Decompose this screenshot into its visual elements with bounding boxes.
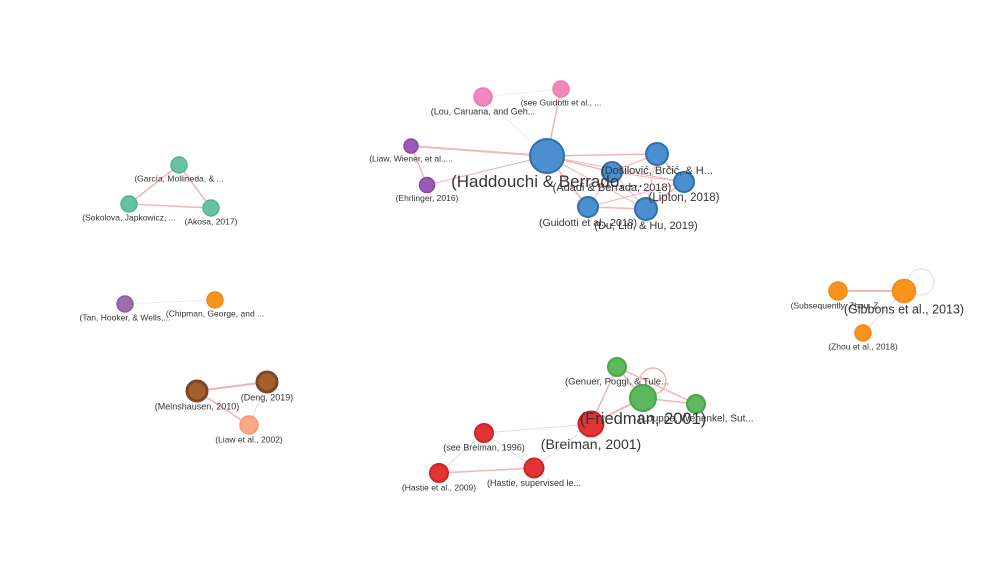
graph-node-lou[interactable] — [473, 87, 493, 107]
graph-node-garcia[interactable] — [170, 156, 188, 174]
graph-node-chipman[interactable] — [206, 291, 224, 309]
graph-edge-ehrlinger-haddouchi — [426, 155, 548, 186]
node-label-see_guidotti: (see Guidotti et al., ... — [521, 97, 602, 107]
node-label-liaw2002: (Liaw et al., 2002) — [215, 434, 283, 444]
graph-node-guidotti[interactable] — [577, 196, 599, 218]
graph-edge-lou-see_guidotti — [482, 88, 562, 98]
graph-node-genuer[interactable] — [607, 357, 627, 377]
graph-node-liaw_wiener[interactable] — [403, 138, 419, 154]
graph-node-louppe[interactable] — [686, 394, 706, 414]
graph-edge-haddouchi-dosilovic — [546, 153, 658, 157]
graph-edge-breiman-see_breiman — [483, 423, 592, 434]
graph-edge-hastie2009-hastie_sup — [438, 467, 535, 474]
graph-node-haddouchi[interactable] — [529, 138, 565, 174]
graph-node-hastie_sup[interactable] — [523, 457, 545, 479]
node-label-see_breiman: (see Breiman, 1996) — [443, 442, 525, 452]
node-label-deng: (Deng, 2019) — [241, 392, 294, 402]
node-label-du_liu_hu: (Du, Liu, & Hu, 2019) — [594, 220, 697, 232]
graph-node-deng[interactable] — [255, 370, 279, 394]
graph-node-breiman[interactable] — [577, 410, 605, 438]
graph-node-zhou[interactable] — [854, 324, 872, 342]
graph-node-meinshausen[interactable] — [185, 379, 209, 403]
graph-node-sokolova[interactable] — [120, 195, 138, 213]
label-layer: (Lou, Caruana, and Geh...(see Guidotti e… — [79, 97, 964, 492]
node-label-ehrlinger: (Ehrlinger, 2016) — [396, 193, 459, 203]
node-label-subsequently: (Subsequently, Zhou, Z... — [791, 300, 886, 310]
graph-edge-genuer-louppe — [616, 366, 697, 405]
graph-edge-adadi-lipton — [611, 171, 685, 183]
node-label-garcia: (García, Mollineda, & ... — [134, 173, 223, 183]
node-label-genuer: (Genuer, Poggi, & Tule... — [565, 376, 669, 387]
node-label-dosilovic: (Došilović, Brčić, & H... — [601, 165, 713, 177]
graph-node-hastie2009[interactable] — [429, 463, 449, 483]
graph-node-du_liu_hu[interactable] — [634, 197, 658, 221]
node-label-breiman: (Breiman, 2001) — [541, 436, 641, 452]
graph-edge-garcia-akosa — [178, 164, 212, 209]
graph-edge-liaw_wiener-haddouchi — [410, 145, 548, 157]
node-label-lipton: (Lipton, 2018) — [649, 192, 720, 204]
node-label-adadi: (Adadi & Berrada, 2018) — [553, 182, 672, 194]
node-label-lou: (Lou, Caruana, and Geh... — [431, 106, 536, 116]
node-layer — [116, 80, 917, 483]
node-label-friedman: (Friedman, 2001) — [580, 410, 707, 428]
graph-node-lipton[interactable] — [673, 171, 695, 193]
node-label-chipman: (Chipman, George, and ... — [166, 308, 264, 318]
node-label-zhou: (Zhou et al., 2018) — [828, 341, 898, 351]
graph-node-dosilovic[interactable] — [645, 142, 669, 166]
graph-edge-haddouchi-du_liu_hu — [546, 155, 647, 210]
graph-edge-garcia-sokolova — [128, 164, 180, 205]
node-label-haddouchi: (Haddouchi & Berrado, ... — [451, 172, 643, 191]
node-label-meinshausen: (Meinshausen, 2010) — [155, 401, 240, 411]
graph-node-see_breiman[interactable] — [474, 423, 494, 443]
node-label-liaw_wiener: (Liaw, Wiener, et al.,... — [369, 153, 453, 163]
node-label-hastie_sup: (Hastie, supervised le... — [487, 478, 581, 488]
graph-node-ehrlinger[interactable] — [418, 176, 436, 194]
graph-node-see_guidotti[interactable] — [552, 80, 570, 98]
self-loop-layer — [639, 268, 935, 395]
graph-node-tan[interactable] — [116, 295, 134, 313]
graph-node-friedman[interactable] — [629, 384, 657, 412]
graph-edge-tan-chipman — [124, 299, 216, 305]
node-label-sokolova: (Sokolova, Japkowicz, ... — [82, 212, 176, 222]
node-label-gibbons: (Gibbons et al., 2013) — [844, 302, 964, 316]
node-label-hastie2009: (Hastie et al., 2009) — [402, 482, 476, 492]
edge-layer — [124, 88, 905, 474]
graph-node-gibbons[interactable] — [891, 278, 917, 304]
node-label-tan: (Tan, Hooker, & Wells,... — [79, 312, 170, 322]
graph-edge-see_breiman-hastie2009 — [438, 432, 485, 474]
graph-node-adadi[interactable] — [601, 161, 623, 183]
graph-node-subsequently[interactable] — [828, 281, 848, 301]
node-label-akosa: (Akosa, 2017) — [185, 216, 238, 226]
node-label-guidotti: (Guidotti et al., 2018) — [539, 217, 637, 229]
graph-edge-sokolova-akosa — [128, 203, 212, 209]
graph-edge-meinshausen-deng — [196, 381, 268, 392]
node-label-louppe: (Louppe, Wehenkel, Sut... — [638, 413, 753, 424]
graph-edge-guidotti-lipton — [587, 181, 685, 208]
graph-node-akosa[interactable] — [202, 199, 220, 217]
graph-node-liaw2002[interactable] — [239, 415, 259, 435]
